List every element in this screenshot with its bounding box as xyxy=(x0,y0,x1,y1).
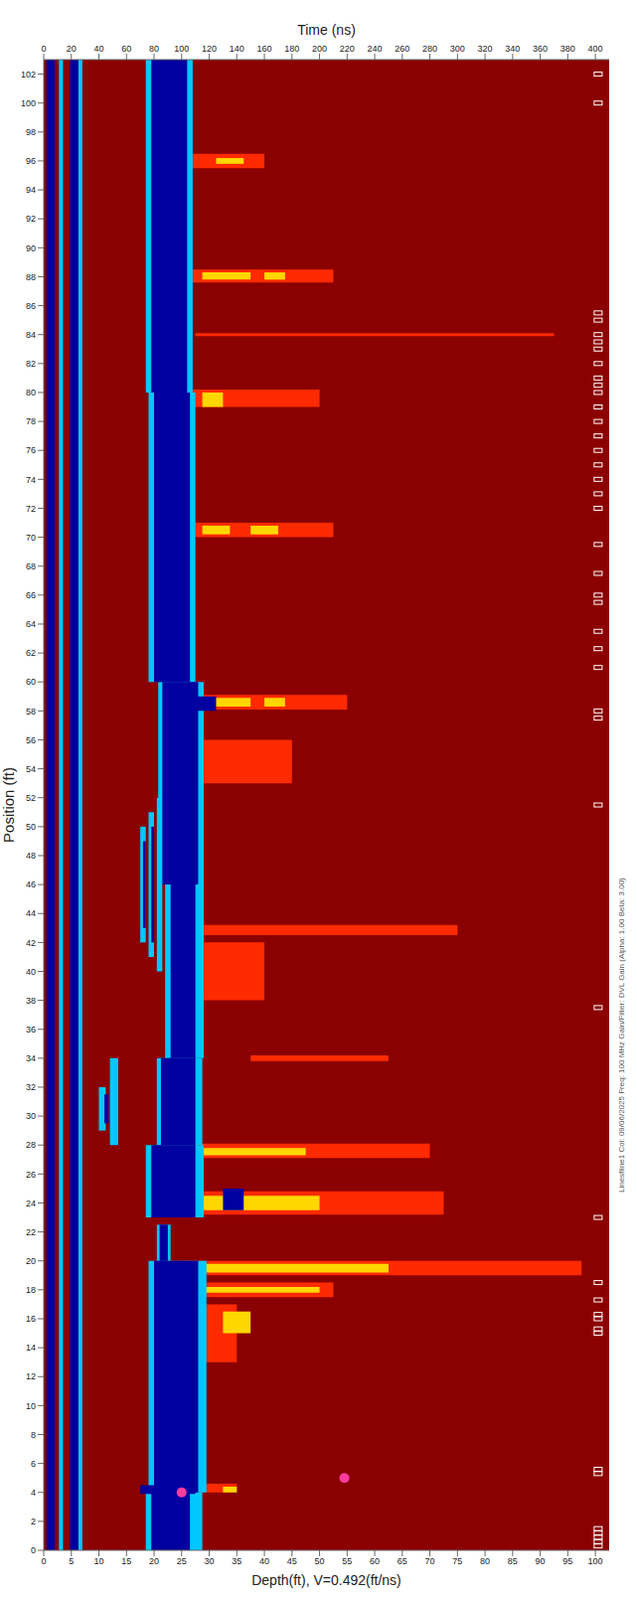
svg-text:140: 140 xyxy=(229,43,245,54)
svg-text:32: 32 xyxy=(25,1082,36,1093)
svg-text:10: 10 xyxy=(25,1401,36,1412)
svg-text:12: 12 xyxy=(25,1371,36,1382)
svg-text:80: 80 xyxy=(149,43,160,54)
svg-text:82: 82 xyxy=(25,358,36,369)
svg-text:62: 62 xyxy=(25,647,36,658)
svg-text:72: 72 xyxy=(25,503,36,514)
svg-text:300: 300 xyxy=(450,43,466,54)
svg-text:70: 70 xyxy=(425,1556,436,1567)
svg-text:60: 60 xyxy=(25,676,36,687)
svg-text:380: 380 xyxy=(560,43,576,54)
svg-text:0: 0 xyxy=(30,1545,36,1556)
svg-text:84: 84 xyxy=(25,329,36,340)
svg-text:260: 260 xyxy=(394,43,410,54)
svg-text:64: 64 xyxy=(25,619,36,630)
svg-text:56: 56 xyxy=(25,735,36,746)
svg-text:75: 75 xyxy=(452,1556,463,1567)
svg-text:200: 200 xyxy=(312,43,327,54)
svg-text:90: 90 xyxy=(25,243,36,254)
svg-text:20: 20 xyxy=(66,43,77,54)
svg-text:68: 68 xyxy=(25,561,36,572)
svg-text:5: 5 xyxy=(68,1556,74,1567)
svg-text:28: 28 xyxy=(25,1139,36,1150)
svg-text:48: 48 xyxy=(25,850,36,861)
svg-text:66: 66 xyxy=(25,590,36,601)
svg-text:15: 15 xyxy=(121,1556,132,1567)
svg-text:30: 30 xyxy=(25,1111,36,1121)
svg-text:26: 26 xyxy=(25,1169,36,1180)
svg-text:55: 55 xyxy=(341,1556,352,1567)
svg-text:44: 44 xyxy=(25,908,36,919)
svg-text:58: 58 xyxy=(25,706,36,717)
svg-text:280: 280 xyxy=(422,43,438,54)
svg-text:35: 35 xyxy=(231,1556,242,1567)
svg-text:220: 220 xyxy=(339,43,355,54)
svg-text:90: 90 xyxy=(535,1556,546,1567)
svg-text:2: 2 xyxy=(30,1516,36,1527)
svg-text:100: 100 xyxy=(20,98,36,109)
svg-text:96: 96 xyxy=(25,156,36,166)
svg-text:50: 50 xyxy=(25,821,36,832)
svg-text:Linesfline1 Col: 09/06/2025 Fr: Linesfline1 Col: 09/06/2025 Freq: 100 MH… xyxy=(617,877,627,1193)
svg-text:95: 95 xyxy=(562,1556,573,1567)
svg-text:6: 6 xyxy=(30,1458,36,1469)
svg-text:8: 8 xyxy=(30,1430,36,1440)
svg-text:60: 60 xyxy=(121,43,132,54)
svg-text:54: 54 xyxy=(25,764,36,775)
svg-text:45: 45 xyxy=(287,1556,298,1567)
svg-text:4: 4 xyxy=(30,1487,36,1498)
svg-text:20: 20 xyxy=(25,1256,36,1267)
svg-text:240: 240 xyxy=(367,43,383,54)
svg-text:80: 80 xyxy=(25,387,36,398)
svg-text:25: 25 xyxy=(176,1556,187,1567)
svg-text:160: 160 xyxy=(257,43,273,54)
svg-text:24: 24 xyxy=(25,1198,36,1209)
svg-text:Position (ft): Position (ft) xyxy=(0,767,17,843)
svg-text:40: 40 xyxy=(25,966,36,977)
svg-text:78: 78 xyxy=(25,416,36,427)
svg-text:60: 60 xyxy=(369,1556,380,1567)
svg-text:102: 102 xyxy=(20,69,36,80)
svg-text:65: 65 xyxy=(397,1556,408,1567)
svg-text:10: 10 xyxy=(94,1556,105,1567)
svg-text:50: 50 xyxy=(315,1556,325,1567)
svg-text:20: 20 xyxy=(149,1556,160,1567)
svg-text:80: 80 xyxy=(479,1556,490,1567)
svg-text:Depth(ft), V=0.492(ft/ns): Depth(ft), V=0.492(ft/ns) xyxy=(251,1572,402,1589)
svg-text:14: 14 xyxy=(25,1342,36,1353)
svg-text:36: 36 xyxy=(25,1024,36,1035)
svg-text:40: 40 xyxy=(94,43,105,54)
svg-text:98: 98 xyxy=(25,127,36,138)
svg-text:42: 42 xyxy=(25,938,36,949)
svg-text:86: 86 xyxy=(25,301,36,312)
svg-text:34: 34 xyxy=(25,1053,36,1064)
svg-text:88: 88 xyxy=(25,272,36,283)
svg-text:340: 340 xyxy=(504,43,520,54)
svg-text:18: 18 xyxy=(25,1284,36,1295)
svg-text:100: 100 xyxy=(173,43,189,54)
svg-text:94: 94 xyxy=(25,184,36,195)
svg-text:30: 30 xyxy=(204,1556,215,1567)
svg-text:76: 76 xyxy=(25,445,36,456)
svg-text:0: 0 xyxy=(40,1556,46,1567)
svg-text:74: 74 xyxy=(25,475,36,485)
svg-text:46: 46 xyxy=(25,879,36,890)
svg-text:100: 100 xyxy=(588,1556,604,1567)
svg-text:360: 360 xyxy=(532,43,548,54)
svg-text:22: 22 xyxy=(25,1227,36,1238)
svg-text:180: 180 xyxy=(284,43,300,54)
svg-text:70: 70 xyxy=(25,532,36,543)
svg-text:0: 0 xyxy=(40,43,46,54)
svg-text:16: 16 xyxy=(25,1313,36,1324)
svg-text:40: 40 xyxy=(259,1556,270,1567)
svg-text:320: 320 xyxy=(477,43,493,54)
svg-text:400: 400 xyxy=(588,43,604,54)
svg-text:92: 92 xyxy=(25,213,36,224)
svg-text:Time (ns): Time (ns) xyxy=(297,21,356,38)
svg-text:120: 120 xyxy=(201,43,217,54)
svg-text:85: 85 xyxy=(507,1556,518,1567)
svg-text:38: 38 xyxy=(25,995,36,1006)
svg-text:52: 52 xyxy=(25,793,36,803)
